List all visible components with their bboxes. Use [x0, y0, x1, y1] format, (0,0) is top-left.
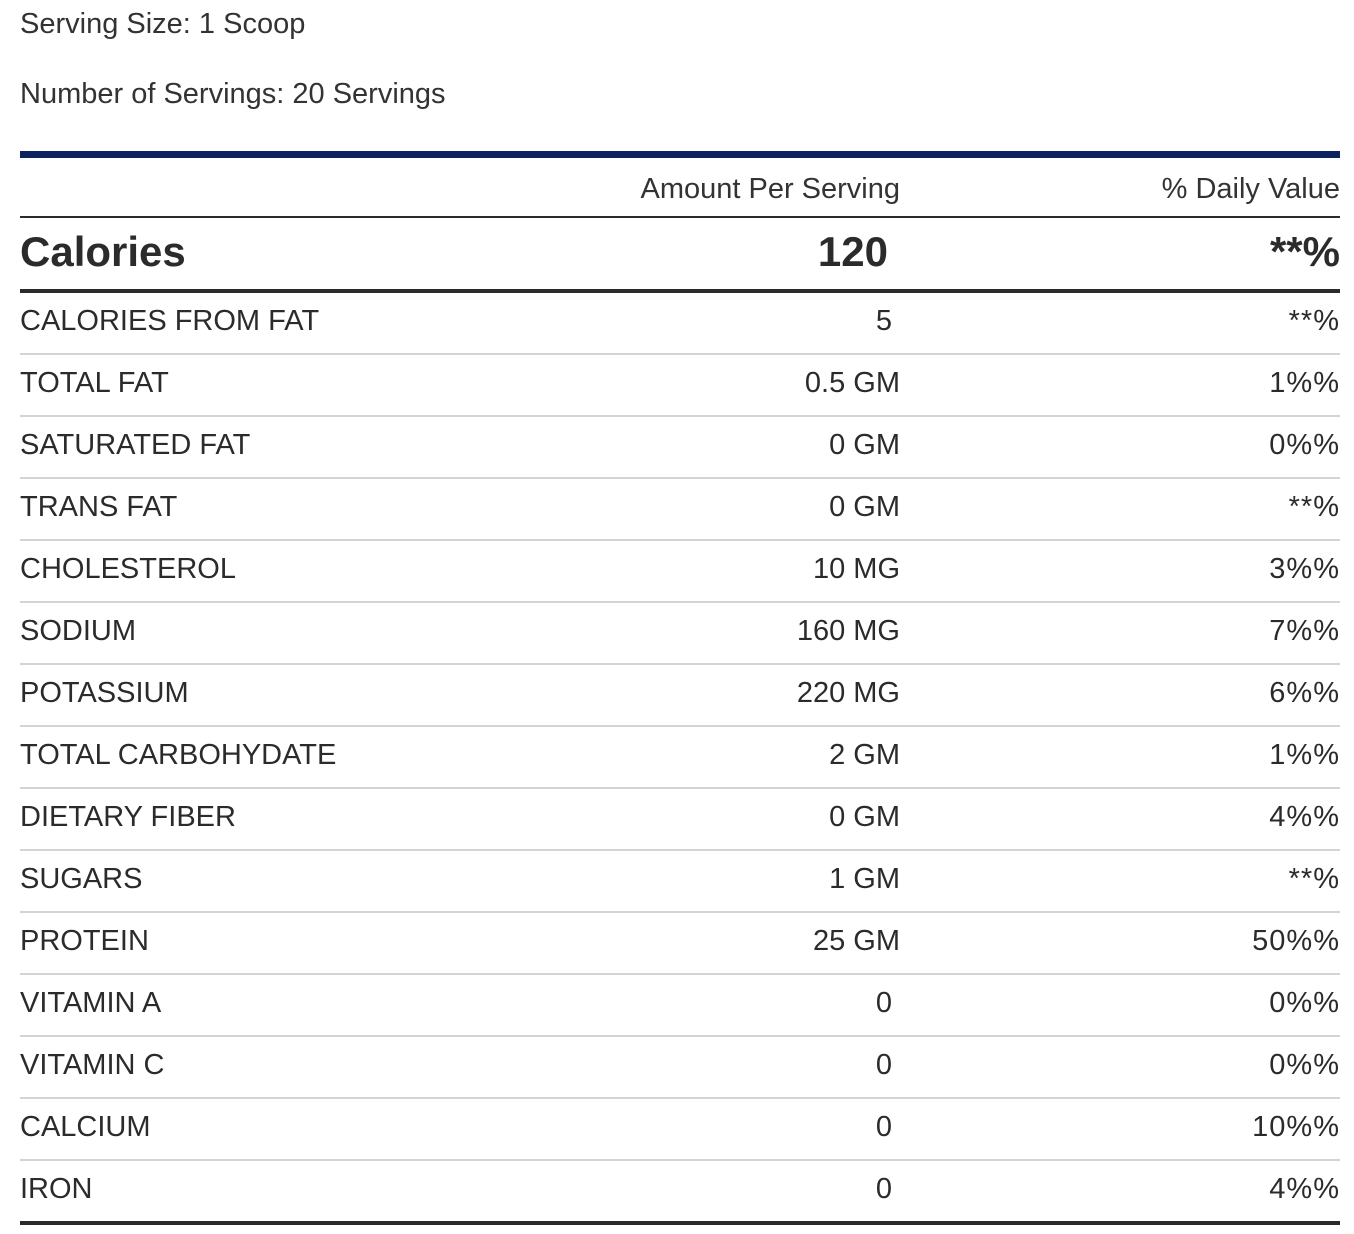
calories-daily-value: **%: [1269, 228, 1340, 275]
table-row: CALCIUM 0 10%%: [20, 1099, 1340, 1161]
nutrient-daily-value: 1%%: [1269, 739, 1340, 771]
nutrient-amount: 0: [875, 1173, 892, 1205]
nutrient-name: CHOLESTEROL: [20, 553, 236, 585]
number-of-servings: Number of Servings: 20 Servings: [20, 78, 446, 110]
nutrient-amount: 0: [875, 1049, 892, 1081]
daily-value-header: % Daily Value: [1161, 173, 1340, 205]
table-row: SUGARS 1 GM **%: [20, 851, 1340, 913]
nutrient-name: PROTEIN: [20, 925, 149, 957]
nutrient-name: SATURATED FAT: [20, 429, 251, 461]
table-row: IRON 0 4%%: [20, 1161, 1340, 1225]
nutrient-daily-value: 4%%: [1269, 1173, 1340, 1205]
table-row: POTASSIUM 220 MG 6%%: [20, 665, 1340, 727]
nutrient-name: CALCIUM: [20, 1111, 151, 1143]
nutrient-daily-value: 1%%: [1269, 367, 1340, 399]
table-row: VITAMIN A 0 0%%: [20, 975, 1340, 1037]
nutrient-daily-value: 3%%: [1269, 553, 1340, 585]
nutrient-name: SUGARS: [20, 863, 143, 895]
nutrient-amount: 2 GM: [829, 739, 900, 771]
amount-per-serving-header: Amount Per Serving: [640, 173, 900, 205]
nutrition-facts-table: Amount Per Serving % Daily Value Calorie…: [20, 151, 1340, 1225]
nutrient-amount: 25 GM: [812, 925, 900, 957]
nutrient-daily-value: 0%%: [1269, 429, 1340, 461]
nutrient-daily-value: **%: [1288, 491, 1340, 523]
table-row: TOTAL FAT 0.5 GM 1%%: [20, 355, 1340, 417]
nutrient-amount: 0 GM: [829, 801, 900, 833]
nutrient-amount: 0 GM: [829, 491, 900, 523]
nutrient-amount: 0 GM: [829, 429, 900, 461]
table-row: PROTEIN 25 GM 50%%: [20, 913, 1340, 975]
serving-size: Serving Size: 1 Scoop: [20, 8, 306, 40]
nutrient-name: CALORIES FROM FAT: [20, 305, 320, 337]
nutrient-amount: 0.5 GM: [804, 367, 900, 399]
nutrient-daily-value: **%: [1288, 863, 1340, 895]
nutrient-name: TOTAL FAT: [20, 367, 169, 399]
table-row: TRANS FAT 0 GM **%: [20, 479, 1340, 541]
table-row: SATURATED FAT 0 GM 0%%: [20, 417, 1340, 479]
nutrient-amount: 160 MG: [796, 615, 900, 647]
nutrient-name: SODIUM: [20, 615, 136, 647]
nutrient-rows: CALORIES FROM FAT 5 **% TOTAL FAT 0.5 GM 1%% S…: [20, 293, 1340, 1225]
nutrient-amount: 0: [875, 1111, 892, 1143]
nutrient-name: VITAMIN A: [20, 987, 162, 1019]
nutrient-amount: 0: [875, 987, 892, 1019]
nutrient-daily-value: 6%%: [1269, 677, 1340, 709]
calories-value: 120: [817, 228, 888, 275]
nutrient-name: TRANS FAT: [20, 491, 178, 523]
table-header-row: Amount Per Serving % Daily Value: [20, 158, 1340, 218]
nutrient-daily-value: 0%%: [1269, 1049, 1340, 1081]
nutrient-name: IRON: [20, 1173, 93, 1205]
nutrient-daily-value: 50%%: [1252, 925, 1340, 957]
nutrient-amount: 10 MG: [812, 553, 900, 585]
nutrient-amount: 1 GM: [829, 863, 900, 895]
nutrient-daily-value: 4%%: [1269, 801, 1340, 833]
nutrient-amount: 220 MG: [796, 677, 900, 709]
nutrient-name: POTASSIUM: [20, 677, 189, 709]
calories-row: Calories 120 **%: [20, 218, 1340, 293]
calories-label: Calories: [20, 228, 186, 275]
nutrient-name: TOTAL CARBOHYDATE: [20, 739, 337, 771]
table-row: TOTAL CARBOHYDATE 2 GM 1%%: [20, 727, 1340, 789]
table-row: CHOLESTEROL 10 MG 3%%: [20, 541, 1340, 603]
table-row: DIETARY FIBER 0 GM 4%%: [20, 789, 1340, 851]
table-row: VITAMIN C 0 0%%: [20, 1037, 1340, 1099]
nutrient-daily-value: 10%%: [1252, 1111, 1340, 1143]
table-row: SODIUM 160 MG 7%%: [20, 603, 1340, 665]
table-row: CALORIES FROM FAT 5 **%: [20, 293, 1340, 355]
nutrient-daily-value: 7%%: [1269, 615, 1340, 647]
nutrient-daily-value: 0%%: [1269, 987, 1340, 1019]
nutrient-daily-value: **%: [1288, 305, 1340, 337]
nutrient-amount: 5: [875, 305, 892, 337]
nutrient-name: VITAMIN C: [20, 1049, 165, 1081]
nutrient-name: DIETARY FIBER: [20, 801, 236, 833]
